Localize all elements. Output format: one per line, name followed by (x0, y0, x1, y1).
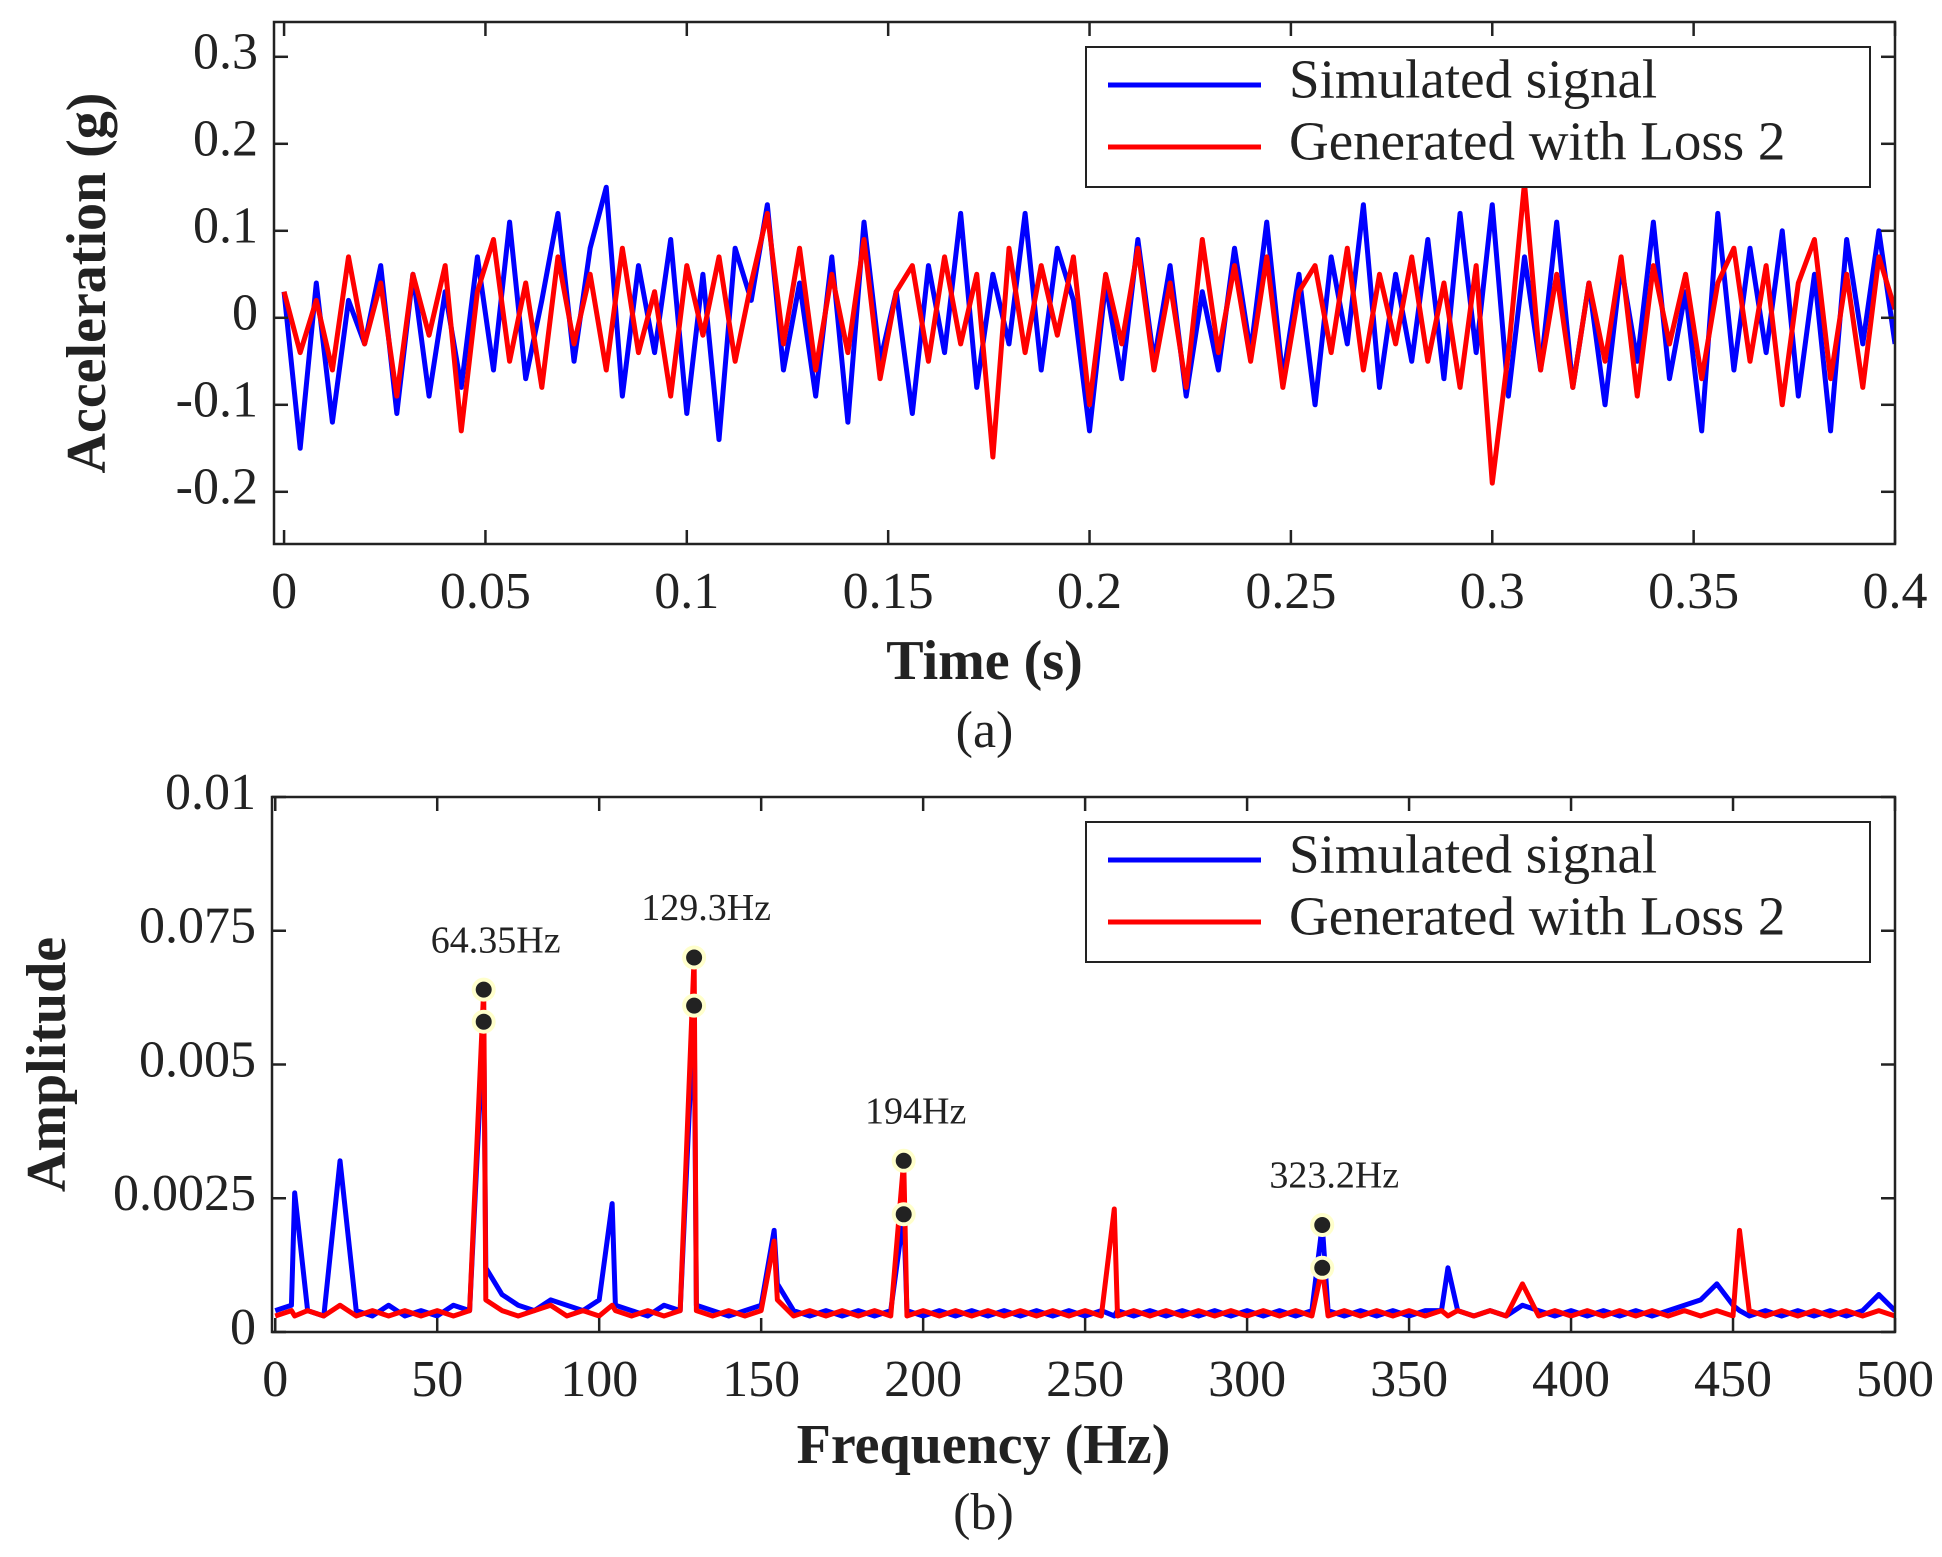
x-tick-label: 0.25 (1245, 563, 1336, 620)
x-tick-label: 0.4 (1863, 563, 1928, 620)
y-tick-label: -0.1 (176, 372, 258, 429)
legend-box (1085, 821, 1871, 963)
y-tick-label: 0.0025 (113, 1165, 256, 1222)
legend-label: Simulated signal (1289, 824, 1657, 885)
series-line (281, 184, 1895, 451)
x-tick-label: 400 (1532, 1351, 1610, 1408)
peak-marker (891, 1202, 916, 1227)
legend-label: Generated with Loss 2 (1289, 111, 1785, 172)
x-tick-label: 0.1 (654, 563, 719, 620)
x-axis-label: Time (s) (886, 630, 1083, 692)
caption: (a) (956, 702, 1014, 759)
x-tick-label: 450 (1694, 1351, 1772, 1408)
x-tick-label: 300 (1208, 1351, 1286, 1408)
x-tick-label: 100 (560, 1351, 638, 1408)
peak-marker (891, 1148, 916, 1173)
series-line (274, 1003, 1895, 1319)
x-tick-label: 0.15 (843, 563, 934, 620)
x-tick-label: 0 (271, 563, 297, 620)
x-tick-label: 50 (411, 1351, 463, 1408)
plot-area (274, 955, 1895, 1319)
series-line (274, 955, 1895, 1319)
peak-marker (682, 993, 707, 1018)
x-tick-label: 0.2 (1057, 563, 1122, 620)
y-tick-label: -0.2 (176, 459, 258, 516)
y-tick-label: 0.005 (139, 1031, 256, 1088)
caption: (b) (953, 1484, 1014, 1541)
x-tick-label: 0 (262, 1351, 288, 1408)
y-tick-label: 0 (232, 285, 258, 342)
annotation: 129.3Hz (641, 887, 771, 929)
x-axis-label: Frequency (Hz) (797, 1414, 1171, 1476)
y-tick-label: 0.075 (139, 898, 256, 955)
x-tick-label: 0.3 (1460, 563, 1525, 620)
y-tick-label: 0.3 (193, 24, 258, 81)
peak-marker (471, 1009, 496, 1034)
series-line (281, 180, 1895, 486)
y-tick-label: 0.01 (165, 764, 256, 821)
x-tick-label: 0.35 (1648, 563, 1739, 620)
legend-label: Generated with Loss 2 (1289, 886, 1785, 947)
annotation: 194Hz (865, 1091, 966, 1133)
x-tick-label: 150 (722, 1351, 800, 1408)
peak-marker (1310, 1213, 1335, 1237)
x-tick-label: 0.05 (440, 563, 531, 620)
y-tick-label: 0 (230, 1299, 256, 1356)
y-axis-label: Amplitude (16, 937, 78, 1192)
plot-area (281, 180, 1895, 486)
y-axis-label: Acceleration (g) (56, 93, 118, 474)
peak-marker (1310, 1255, 1335, 1280)
x-tick-label: 500 (1856, 1351, 1934, 1408)
x-tick-label: 350 (1370, 1351, 1448, 1408)
x-tick-label: 250 (1046, 1351, 1124, 1408)
annotation: 323.2Hz (1269, 1155, 1399, 1197)
legend-label: Simulated signal (1289, 49, 1657, 110)
x-tick-label: 200 (884, 1351, 962, 1408)
peak-marker (471, 977, 496, 1002)
y-tick-label: 0.2 (193, 111, 258, 168)
y-tick-label: 0.1 (193, 198, 258, 255)
annotation: 64.35Hz (431, 919, 561, 961)
peak-marker (682, 945, 707, 970)
axes-box (272, 20, 1897, 546)
legend-box (1085, 46, 1871, 188)
